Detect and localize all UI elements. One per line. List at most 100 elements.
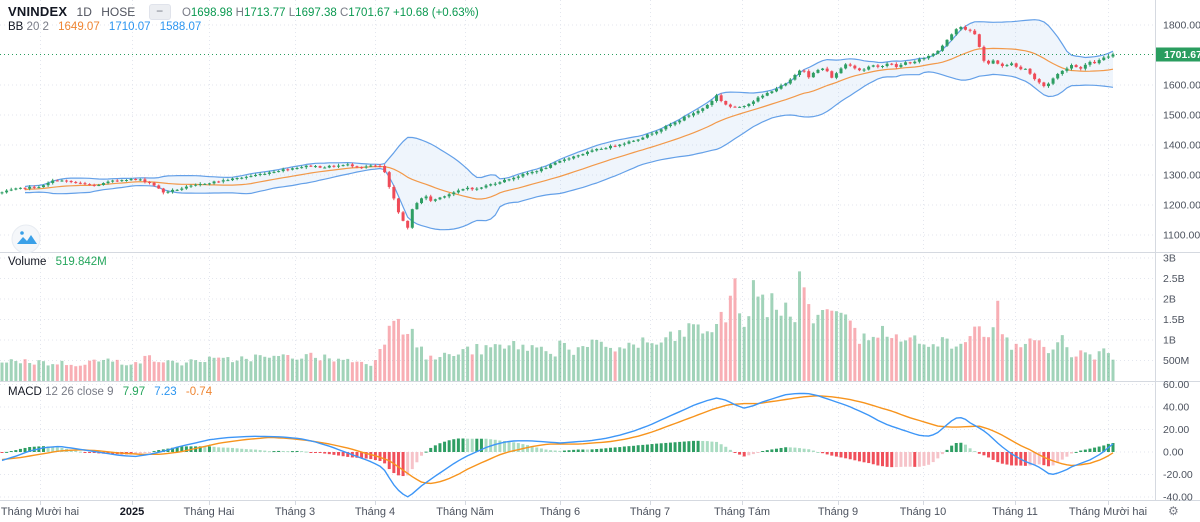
candle — [1083, 64, 1087, 69]
exchange-label[interactable]: HOSE — [101, 5, 136, 20]
time-axis-month-label: Tháng Năm — [436, 506, 493, 518]
macd-histogram-bar — [747, 452, 751, 456]
volume-bar — [719, 311, 723, 381]
candle — [447, 194, 451, 197]
volume-bar — [0, 362, 4, 381]
interval-label[interactable]: 1D — [76, 5, 92, 20]
macd-histogram-bar — [212, 446, 216, 452]
volume-bar — [655, 344, 659, 381]
candle — [821, 68, 825, 70]
symbol-legend[interactable]: VNINDEX 1D HOSE − O1698.98 H1713.77 L169… — [8, 4, 479, 22]
candle — [115, 180, 119, 182]
volume-bar — [207, 356, 211, 381]
symbol-name[interactable]: VNINDEX — [8, 4, 68, 20]
volume-bar — [544, 351, 548, 381]
candle — [807, 71, 811, 78]
volume-bar — [567, 349, 571, 381]
candle — [111, 180, 115, 182]
macd-histogram-bar — [963, 444, 967, 452]
macd-histogram-bar — [595, 449, 599, 452]
time-axis-month-label: Tháng 10 — [900, 506, 946, 518]
volume-bar — [452, 355, 456, 381]
candle — [655, 131, 659, 134]
time-axis-month-label: Tháng Mười hai — [1069, 506, 1147, 518]
time-axis[interactable]: Tháng Mười hai 2025 Tháng Hai Tháng 3 Tháng … — [1, 501, 1179, 518]
volume-bar — [461, 349, 465, 381]
price-axis[interactable]: 1800.00 1600.00 1500.00 1400.00 1300.00 1200.… — [1163, 20, 1200, 504]
macd-histogram-bar — [337, 452, 341, 456]
candle — [323, 167, 327, 169]
macd-histogram-bar — [650, 444, 654, 452]
volume-axis-label: 2.5B — [1163, 273, 1185, 285]
volume-bar — [659, 342, 663, 381]
macd-axis-label: 60.00 — [1163, 379, 1189, 391]
candle — [558, 160, 562, 163]
macd-histogram-bar — [138, 452, 142, 454]
candle — [502, 179, 506, 183]
volume-legend[interactable]: Volume 519.842M — [8, 256, 107, 268]
macd-histogram-bar — [364, 452, 368, 459]
bollinger-legend[interactable]: BB 20 2 1649.07 1710.07 1588.07 — [8, 21, 201, 33]
volume-bar — [410, 328, 414, 381]
volume-bar — [535, 347, 539, 381]
collapse-legend-button[interactable]: − — [148, 4, 171, 20]
macd-pane[interactable] — [0, 392, 1115, 498]
macd-histogram-bar — [272, 451, 276, 453]
volume-bar — [710, 332, 714, 381]
volume-series[interactable] — [0, 271, 1115, 381]
candle — [277, 171, 281, 173]
candle — [710, 100, 714, 105]
volume-bar — [641, 337, 645, 381]
volume-bar — [14, 361, 18, 381]
macd-histogram-bar — [355, 452, 359, 458]
time-axis-month-label: Tháng Tám — [714, 506, 770, 518]
candle — [433, 199, 437, 201]
volume-axis-label: 1B — [1163, 335, 1176, 347]
macd-histogram-bar — [443, 441, 447, 452]
volume-bar — [323, 354, 327, 381]
macd-histogram-bar — [977, 452, 981, 454]
price-axis-label: 1100.00 — [1163, 230, 1200, 242]
volume-bar — [9, 359, 13, 381]
volume-bar — [774, 309, 778, 381]
price-pane[interactable] — [0, 19, 1115, 231]
volume-bar — [387, 325, 391, 381]
candle — [834, 73, 838, 78]
macd-histogram-bar — [484, 438, 488, 452]
volume-bar — [401, 334, 405, 381]
macd-histogram-bar — [761, 451, 765, 453]
last-price-badge — [1156, 47, 1200, 62]
volume-bar — [51, 364, 55, 381]
candle — [28, 186, 32, 189]
macd-histogram-bar — [157, 450, 161, 452]
volume-bar — [212, 357, 216, 381]
macd-histogram-bar — [802, 448, 806, 452]
candle — [1000, 63, 1004, 66]
macd-histogram-bar — [286, 451, 290, 453]
candle — [516, 176, 520, 178]
macd-histogram-bar — [632, 445, 636, 452]
macd-histogram-bar — [1111, 443, 1115, 452]
macd-histogram-bar — [590, 449, 594, 452]
candle — [466, 187, 470, 190]
candle — [1051, 78, 1055, 84]
open-value: 1698.98 — [190, 7, 233, 20]
candle — [862, 69, 866, 71]
volume-bar — [996, 300, 1000, 381]
time-axis-settings-icon[interactable]: ⚙ — [1168, 504, 1179, 518]
macd-legend[interactable]: MACD 12 26 close 9 7.97 7.23 -0.74 — [8, 386, 212, 398]
candle — [424, 196, 428, 199]
candle — [1102, 57, 1106, 61]
volume-bar — [272, 355, 276, 381]
mountain-icon — [17, 235, 37, 244]
macd-line — [1, 392, 1114, 498]
volume-bar — [779, 315, 783, 381]
candlestick-series[interactable] — [0, 25, 1115, 230]
candle — [1074, 65, 1078, 68]
candle — [793, 75, 797, 80]
macd-histogram-bar — [862, 452, 866, 463]
volume-bar — [129, 364, 133, 381]
macd-histogram-bar — [899, 452, 903, 467]
macd-histogram-bar — [461, 438, 465, 452]
